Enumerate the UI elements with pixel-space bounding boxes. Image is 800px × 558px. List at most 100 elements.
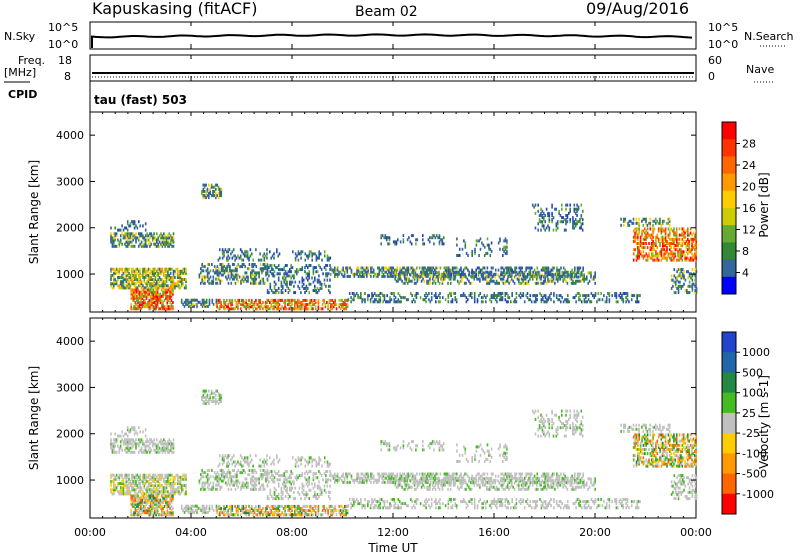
freq-unit-label: [MHz] [4, 66, 36, 79]
echo-cell [119, 474, 121, 477]
echo-cell [149, 488, 151, 491]
echo-cell [226, 463, 228, 466]
echo-cell [298, 299, 300, 302]
echo-cell [149, 474, 151, 477]
echo-cell [156, 270, 158, 273]
echo-cell [138, 480, 140, 483]
echo-cell [171, 442, 173, 445]
echo-cell [293, 299, 295, 302]
echo-cell [216, 299, 218, 302]
echo-cell [126, 245, 128, 248]
echo-cell [466, 296, 468, 299]
echo-cell [305, 303, 307, 306]
echo-cell [249, 267, 251, 270]
echo-cell [199, 480, 201, 483]
echo-cell [124, 286, 126, 289]
echo-cell [643, 250, 645, 253]
echo-cell [652, 259, 654, 262]
echo-cell [464, 273, 466, 276]
echo-cell [135, 282, 137, 285]
echo-cell [114, 232, 116, 235]
echo-cell [203, 482, 205, 485]
echo-cell [144, 449, 146, 452]
echo-cell [172, 305, 174, 308]
echo-cell [508, 282, 510, 285]
echo-cell [625, 292, 627, 295]
echo-cell [410, 292, 412, 295]
echo-cell [331, 269, 333, 272]
echo-cell [563, 300, 565, 303]
echo-cell [232, 250, 234, 253]
echo-cell [487, 267, 489, 270]
echo-cell [393, 271, 395, 274]
echo-cell [675, 232, 677, 235]
echo-cell [182, 268, 184, 271]
echo-cell [641, 220, 643, 223]
echo-cell [325, 285, 327, 288]
echo-cell [318, 250, 320, 253]
power-scatter-data [110, 184, 697, 311]
echo-cell [215, 394, 217, 397]
echo-cell [243, 505, 245, 508]
echo-cell [336, 307, 338, 310]
echo-cell [243, 458, 245, 461]
echo-cell [485, 274, 487, 277]
echo-cell [192, 509, 194, 512]
echo-cell [160, 278, 162, 281]
echo-cell [313, 252, 315, 255]
echo-cell [160, 438, 162, 441]
echo-cell [510, 300, 512, 303]
echo-cell [572, 280, 574, 283]
echo-cell [123, 478, 125, 481]
echo-cell [634, 294, 636, 297]
echo-cell [228, 282, 230, 285]
echo-cell [542, 296, 544, 299]
echo-cell [484, 294, 486, 297]
echo-cell [272, 505, 274, 508]
echo-cell [391, 292, 393, 295]
echo-cell [422, 278, 424, 281]
echo-cell [652, 227, 654, 230]
echo-cell [289, 299, 291, 302]
echo-cell [347, 275, 349, 278]
echo-cell [684, 236, 686, 239]
echo-cell [657, 234, 659, 237]
echo-cell [560, 278, 562, 281]
echo-cell [455, 296, 457, 299]
echo-cell [269, 250, 271, 253]
echo-cell [112, 492, 114, 495]
echo-cell [162, 268, 164, 271]
echo-cell [414, 300, 416, 303]
echo-cell [151, 495, 153, 498]
echo-cell [217, 278, 219, 281]
echo-cell [137, 236, 139, 239]
echo-cell [283, 272, 285, 275]
echo-cell [160, 268, 162, 271]
echo-cell [465, 282, 467, 285]
echo-cell [299, 281, 301, 284]
echo-cell [142, 268, 144, 271]
echo-cell [395, 296, 397, 299]
echo-cell [516, 271, 518, 274]
echo-cell [229, 265, 231, 268]
echo-cell [135, 232, 137, 235]
echo-cell [576, 214, 578, 217]
echo-cell [562, 216, 564, 219]
echo-cell [123, 440, 125, 443]
echo-cell [692, 268, 694, 271]
echo-cell [130, 480, 132, 483]
echo-cell [357, 294, 359, 297]
echo-cell [208, 192, 210, 195]
echo-cell [433, 267, 435, 270]
echo-cell [250, 255, 252, 258]
echo-cell [164, 280, 166, 283]
echo-cell [514, 282, 516, 285]
echo-cell [138, 426, 140, 429]
echo-cell [234, 461, 236, 464]
echo-cell [226, 257, 228, 260]
echo-cell [127, 220, 129, 223]
echo-cell [171, 268, 173, 271]
echo-cell [373, 269, 375, 272]
echo-cell [483, 244, 485, 247]
echo-cell [492, 280, 494, 283]
